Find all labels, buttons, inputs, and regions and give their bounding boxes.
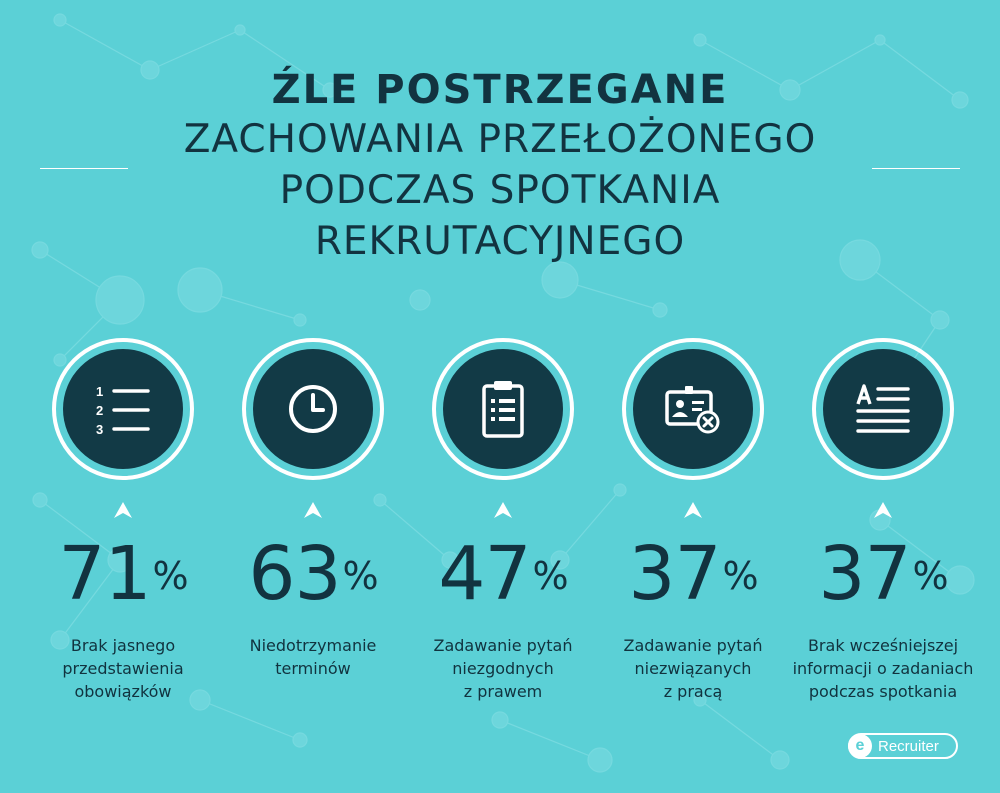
arrow-up-icon (494, 502, 512, 518)
stat-icon-ring (242, 338, 384, 480)
svg-text:3: 3 (96, 422, 103, 437)
stat-percentage: 37% (628, 531, 758, 617)
stat-percentage: 47% (438, 531, 568, 617)
title-line-3: REKRUTACYJNEGO (314, 219, 686, 264)
title-bold: ŹLE POSTRZEGANE (271, 67, 729, 113)
stat-caption: Zadawanie pytań niezwiązanych z pracą (623, 636, 763, 701)
text-document-icon (856, 384, 910, 433)
title-divider-right (872, 168, 960, 169)
stat-caption: Brak wcześniejszej informacji o zadaniach… (792, 636, 974, 701)
stat-caption: Niedotrzymanie terminów (249, 636, 377, 678)
stat-percentage: 37% (818, 531, 948, 617)
svg-text:2: 2 (96, 403, 103, 418)
title-divider-left (40, 168, 128, 169)
svg-text:1: 1 (96, 384, 103, 399)
stat-percentage: 63% (248, 531, 378, 617)
clipboard-icon (482, 381, 524, 438)
stat-icon-ring (812, 338, 954, 480)
stat-icon-ring: 1 2 3 (52, 338, 194, 480)
arrow-up-icon (684, 502, 702, 518)
stat-icon-ring (622, 338, 764, 480)
stat-percentage: 71% (58, 531, 188, 617)
id-card-remove-icon (665, 386, 720, 434)
stat-caption: Zadawanie pytań niezgodnych z prawem (433, 636, 573, 701)
stat-caption: Brak jasnego przedstawienia obowiązków (62, 636, 184, 701)
page-title: ŹLE POSTRZEGANE ZACHOWANIA PRZEŁOŻONEGO … (0, 66, 1000, 267)
stat-icon-ring (432, 338, 574, 480)
arrow-up-icon (874, 502, 892, 518)
arrow-up-icon (114, 502, 132, 518)
clock-icon (289, 385, 337, 433)
recruiter-logo: e Recruiter (848, 733, 958, 759)
arrow-up-icon (304, 502, 322, 518)
title-line-2: PODCZAS SPOTKANIA (279, 168, 721, 213)
logo-mark-icon: e (848, 734, 872, 758)
title-line-1: ZACHOWANIA PRZEŁOŻONEGO (183, 117, 817, 162)
logo-text: Recruiter (878, 737, 939, 755)
numbered-list-icon: 1 2 3 (96, 384, 150, 437)
